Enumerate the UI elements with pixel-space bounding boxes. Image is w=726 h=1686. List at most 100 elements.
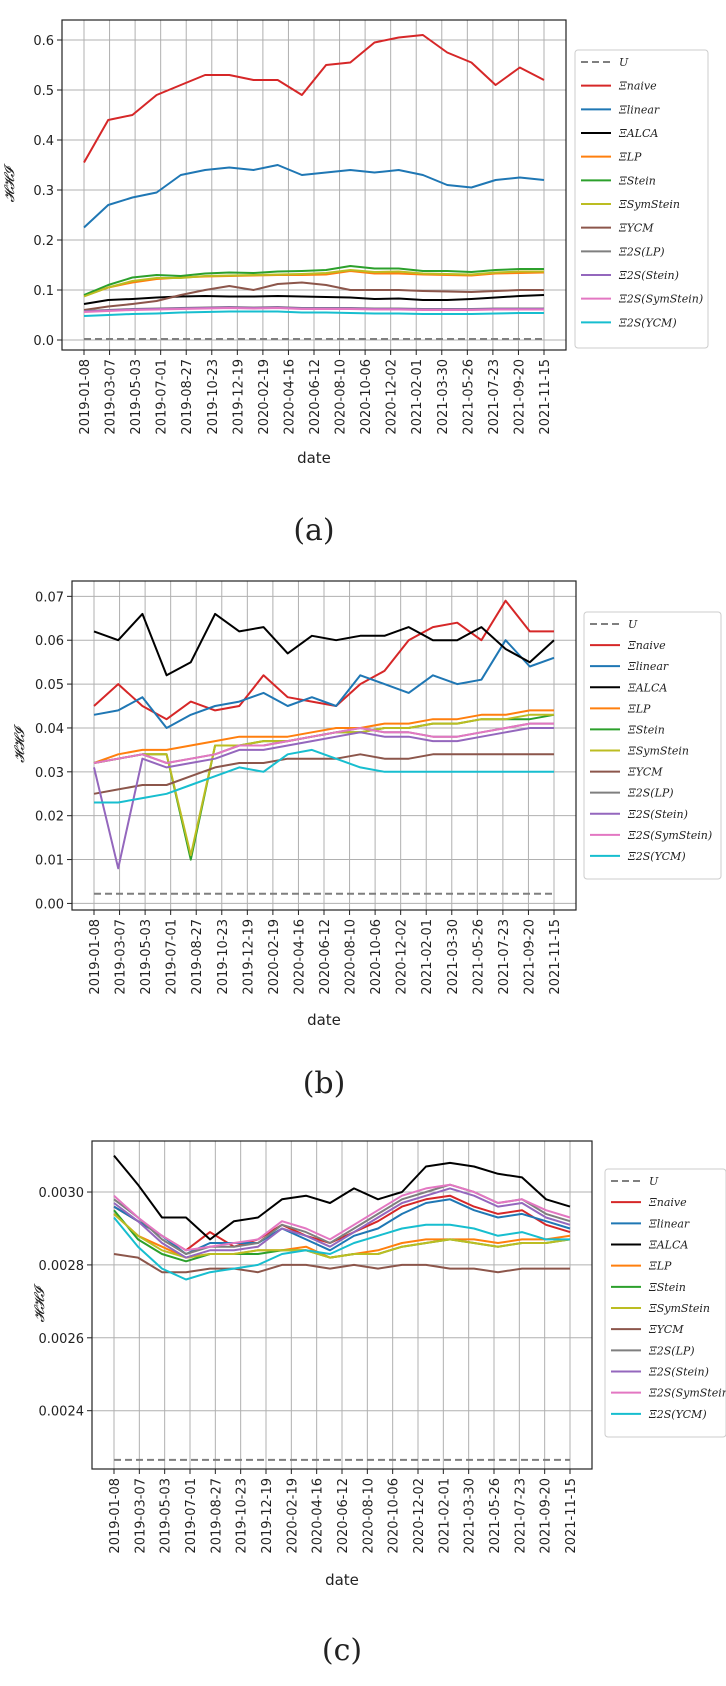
x-tick-label: 2021-05-26 <box>461 359 476 435</box>
x-tick-label: 2019-01-08 <box>78 359 93 435</box>
legend-frame <box>574 49 709 349</box>
x-tick-label: 2021-07-23 <box>487 359 502 435</box>
x-tick-label: 2021-09-20 <box>539 1478 554 1554</box>
series-line-alca <box>113 1154 571 1241</box>
x-tick-label: 2021-07-23 <box>497 919 512 995</box>
legend-entry: Ξ2S(SymStein) <box>627 829 712 842</box>
legend-entry: ΞStein <box>648 1281 686 1294</box>
legend-entry: ΞLP <box>627 702 651 715</box>
x-tick-label: 2021-05-26 <box>471 919 486 995</box>
x-tick-label: 2019-01-08 <box>108 1478 123 1554</box>
x-tick-label: 2020-02-19 <box>257 359 272 435</box>
panel-caption: (a) <box>293 513 334 548</box>
x-tick-label: 2020-06-12 <box>308 359 323 435</box>
legend-entry: Ξ2S(LP) <box>627 787 674 800</box>
legend-entry: Ξ2S(YCM) <box>618 316 677 329</box>
legend: U Ξnaive Ξlinear ΞALCA ΞLP ΞStein ΞSymStein ΞYC… <box>574 49 709 349</box>
panel-caption: (c) <box>322 1633 362 1668</box>
y-tick-label: 0.0028 <box>39 1259 85 1274</box>
x-tick-label: 2020-04-16 <box>311 1478 326 1554</box>
plot-frame <box>71 580 577 911</box>
x-tick-label: 2019-05-03 <box>159 1478 174 1554</box>
legend-entry: ΞSymStein <box>618 198 680 211</box>
legend-entry: ΞYCM <box>648 1323 684 1336</box>
x-tick-label: 2021-03-30 <box>463 1478 478 1554</box>
x-tick-label: 2020-04-16 <box>282 359 297 435</box>
legend-entry: Ξnaive <box>627 639 666 652</box>
series-line-symstein <box>83 269 544 298</box>
y-tick-label: 0.0026 <box>39 1332 85 1347</box>
y-tick-label: 0.07 <box>35 590 64 605</box>
x-tick-label: 2019-10-23 <box>235 1478 250 1554</box>
legend-entry: ΞStein <box>627 723 665 736</box>
series-line-ycm <box>83 281 544 311</box>
y-tick-label: 0.4 <box>33 134 54 149</box>
x-tick-label: 2019-07-01 <box>155 359 170 435</box>
x-tick-label: 2020-04-16 <box>292 919 307 995</box>
y-tick-label: 0.04 <box>35 722 64 737</box>
x-tick-label: 2019-07-01 <box>165 919 180 995</box>
legend-entry: Ξnaive <box>648 1196 687 1209</box>
y-tick-label: 0.0024 <box>39 1405 85 1420</box>
x-tick-label: 2020-12-02 <box>385 359 400 435</box>
chart-3: 2019-01-08 2019-03-07 2019-05-03 2019-07-01… <box>32 1140 726 1668</box>
legend-entry: U <box>628 618 638 631</box>
series-line-2s-symstein <box>93 722 554 764</box>
x-tick-label: 2020-08-10 <box>361 1478 376 1554</box>
plot-frame <box>61 19 567 351</box>
legend-entry: ΞStein <box>618 174 656 187</box>
x-tick-label: 2019-03-07 <box>133 1478 148 1554</box>
series-line-linear <box>93 639 555 729</box>
series-line-2s-symstein <box>83 307 544 313</box>
y-axis-label: 𝓗𝓗𝓘 <box>32 1283 48 1322</box>
legend-entry: Ξlinear <box>648 1217 690 1230</box>
x-tick-label: 2020-06-12 <box>318 919 333 995</box>
legend: U Ξnaive Ξlinear ΞALCA ΞLP ΞStein ΞSymStein ΞYC… <box>583 611 722 880</box>
series-line-naive <box>113 1194 571 1252</box>
y-tick-label: 0.06 <box>35 634 64 649</box>
series-line-2s-ycm <box>113 1216 570 1281</box>
x-tick-label: 2019-12-19 <box>241 919 256 995</box>
chart-2: 2019-01-08 2019-03-07 2019-05-03 2019-07-01… <box>12 580 722 1101</box>
legend-entry: Ξ2S(SymStein) <box>648 1387 726 1400</box>
legend-entry: ΞSymStein <box>648 1302 710 1315</box>
x-tick-label: 2020-12-02 <box>412 1478 427 1554</box>
legend-entry: ΞLP <box>618 151 642 164</box>
x-tick-label: 2020-08-10 <box>344 919 359 995</box>
series-line-2s-stein <box>93 727 554 870</box>
legend-entry: Ξ2S(Stein) <box>618 269 679 282</box>
legend-entry: Ξlinear <box>627 660 669 673</box>
legend-entry: Ξnaive <box>618 80 657 93</box>
legend-entry: ΞLP <box>648 1260 672 1273</box>
x-tick-label: 2019-03-07 <box>104 359 119 435</box>
plot-frame <box>91 1140 593 1470</box>
x-tick-label: 2019-03-07 <box>114 919 129 995</box>
legend-entry: Ξ2S(YCM) <box>627 850 686 863</box>
legend-entry: ΞYCM <box>618 222 654 235</box>
legend-entry: Ξ2S(LP) <box>648 1344 695 1357</box>
legend-entry: Ξ2S(Stein) <box>648 1366 709 1379</box>
panel-caption: (b) <box>303 1066 346 1101</box>
y-tick-label: 0.3 <box>33 184 54 199</box>
x-tick-label: 2020-02-19 <box>267 919 282 995</box>
series-line-lp <box>93 709 554 764</box>
legend-frame <box>604 1168 726 1438</box>
legend-entry: Ξ2S(SymStein) <box>618 293 703 306</box>
y-tick-label: 0.5 <box>33 84 54 99</box>
x-tick-label: 2019-10-23 <box>216 919 231 995</box>
x-tick-label: 2019-12-19 <box>231 359 246 435</box>
y-tick-label: 0.2 <box>33 234 54 249</box>
x-tick-label: 2019-01-08 <box>88 919 103 995</box>
x-tick-label: 2020-10-06 <box>387 1478 402 1554</box>
x-tick-label: 2021-02-01 <box>437 1478 452 1554</box>
y-axis-label: 𝓗𝓗𝓘 <box>12 724 28 763</box>
series-line-2s-ycm <box>83 310 544 317</box>
y-axis-label: 𝓗𝓗𝓘 <box>2 163 18 202</box>
legend-entry: U <box>619 56 629 69</box>
y-tick-label: 0.01 <box>35 854 64 869</box>
x-tick-label: 2021-11-15 <box>564 1478 579 1554</box>
legend-entry: U <box>649 1175 659 1188</box>
y-tick-label: 0.0 <box>33 334 54 349</box>
legend-entry: ΞYCM <box>627 766 663 779</box>
x-tick-label: 2021-05-26 <box>488 1478 503 1554</box>
